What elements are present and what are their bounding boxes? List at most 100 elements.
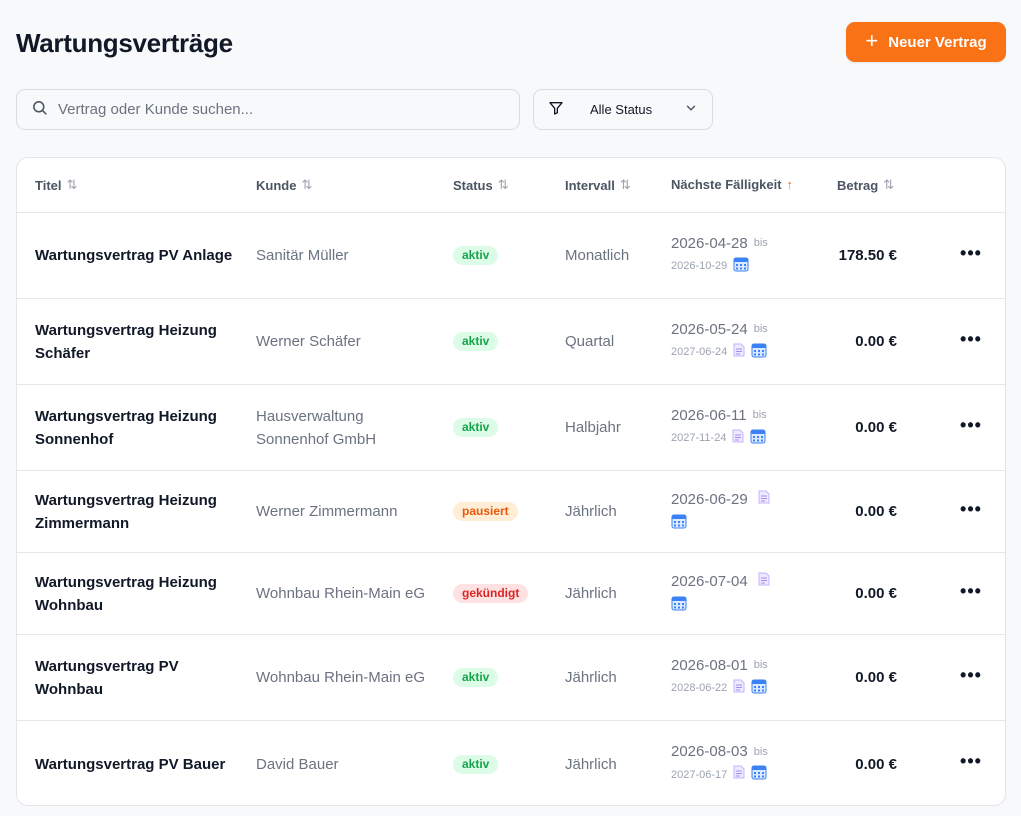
new-contract-label: Neuer Vertrag [888,33,987,51]
interval: Jährlich [565,669,617,686]
calendar-icon[interactable] [671,595,687,616]
more-options-icon[interactable]: ••• [960,242,982,263]
status-cell: aktiv [453,213,499,298]
calendar-icon[interactable] [751,678,767,699]
column-label: Nächste Fälligkeit [671,177,782,192]
status-badge: gekündigt [453,584,529,603]
customer-name: Sanitär Müller [256,247,349,264]
sort-icon: ⇅ [619,177,631,192]
column-label: Betrag [837,177,879,193]
document-icon[interactable] [732,429,744,448]
amount: 178.50 € [838,247,897,264]
document-icon[interactable] [758,490,770,509]
bis-label: bis [753,237,768,249]
table-row[interactable]: Wartungsvertrag PV Anlage Sanitär Müller a… [17,213,1005,299]
status-cell: pausiert [453,471,518,552]
column-header-intervall[interactable]: Intervall ⇅ [565,177,631,193]
next-due-cell: 2026-07-04 [671,553,821,634]
more-options-icon[interactable]: ••• [960,414,982,435]
interval: Jährlich [565,503,617,520]
status-cell: gekündigt [453,553,529,634]
next-due-cell: 2026-08-03 bis 2027-06-17 [671,721,821,805]
plus-icon: + [865,28,879,53]
amount: 0.00 € [855,669,897,686]
contract-title[interactable]: Wartungsvertrag Heizung Zimmermann [35,491,217,532]
status-cell: aktiv [453,299,499,384]
contract-title[interactable]: Wartungsvertrag PV Bauer [35,755,226,773]
chevron-down-icon [684,101,698,118]
table-header: Titel ⇅ Kunde ⇅ Status ⇅ Intervall ⇅ Näc… [17,158,1005,213]
status-badge: aktiv [453,668,499,687]
search-input[interactable] [58,101,519,118]
row-actions-cell: ••• [957,385,985,470]
more-options-icon[interactable]: ••• [960,498,982,519]
filter-icon [548,100,564,119]
status-filter-select[interactable]: Alle Status [533,89,713,130]
table-row[interactable]: Wartungsvertrag PV Bauer David Bauer aktiv… [17,721,1005,805]
document-icon[interactable] [733,343,745,362]
contract-title[interactable]: Wartungsvertrag Heizung Wohnbau [35,573,217,614]
amount: 0.00 € [855,755,897,773]
calendar-icon[interactable] [751,764,767,785]
status-cell: aktiv [453,721,499,805]
status-badge: aktiv [453,418,499,437]
sort-icon: ⇅ [66,177,78,192]
table-row[interactable]: Wartungsvertrag Heizung Wohnbau Wohnbau R… [17,553,1005,635]
column-header-faelligkeit[interactable]: Nächste Fälligkeit ↑ [671,177,793,192]
page-title: Wartungsverträge [16,28,233,58]
column-header-kunde[interactable]: Kunde ⇅ [256,177,312,193]
row-actions-cell: ••• [957,299,985,384]
due-date: 2026-06-29 [671,490,748,508]
bis-label: bis [753,659,768,671]
next-due-cell: 2026-06-29 [671,471,821,552]
table-row[interactable]: Wartungsvertrag PV Wohnbau Wohnbau Rhein-… [17,635,1005,721]
status-cell: aktiv [453,385,499,470]
row-actions-cell: ••• [957,721,985,805]
table-row[interactable]: Wartungsvertrag Heizung Sonnenhof Hausver… [17,385,1005,471]
customer-name: Hausverwaltung Sonnenhof GmbH [256,407,377,448]
document-icon[interactable] [733,679,745,698]
table-row[interactable]: Wartungsvertrag Heizung Schäfer Werner Sc… [17,299,1005,385]
interval: Halbjahr [565,419,621,436]
status-badge: aktiv [453,754,499,774]
calendar-icon[interactable] [750,428,766,449]
sort-icon: ⇅ [883,177,895,192]
bis-label: bis [753,745,768,758]
end-date: 2027-06-17 [671,768,728,781]
more-options-icon[interactable]: ••• [960,580,982,601]
sort-icon: ⇅ [497,177,509,192]
status-badge: aktiv [453,246,499,265]
due-date: 2026-07-04 [671,572,748,590]
more-options-icon[interactable]: ••• [960,328,982,349]
due-date: 2026-05-24 [671,320,748,338]
next-due-cell: 2026-04-28 bis 2026-10-29 [671,213,821,298]
new-contract-button[interactable]: + Neuer Vertrag [846,22,1006,62]
amount: 0.00 € [855,419,897,436]
calendar-icon[interactable] [671,513,687,534]
calendar-icon[interactable] [751,342,767,363]
row-actions-cell: ••• [957,553,985,634]
end-date: 2028-06-22 [671,682,728,694]
column-label: Titel [35,177,62,193]
column-header-betrag[interactable]: Betrag ⇅ [837,177,894,193]
table-row[interactable]: Wartungsvertrag Heizung Zimmermann Werner… [17,471,1005,553]
column-header-status[interactable]: Status ⇅ [453,177,509,193]
row-actions-cell: ••• [957,471,985,552]
due-date: 2026-08-03 [671,743,748,760]
contract-title[interactable]: Wartungsvertrag Heizung Schäfer [35,321,217,362]
contract-title[interactable]: Wartungsvertrag Heizung Sonnenhof [35,407,217,448]
document-icon[interactable] [733,765,745,784]
next-due-cell: 2026-08-01 bis 2028-06-22 [671,635,821,720]
column-header-titel[interactable]: Titel ⇅ [35,177,77,193]
bis-label: bis [752,409,767,421]
end-date: 2026-10-29 [671,260,728,272]
due-date: 2026-08-01 [671,656,748,674]
document-icon[interactable] [758,572,770,591]
column-label: Kunde [256,177,297,193]
calendar-icon[interactable] [733,256,749,277]
interval: Quartal [565,333,615,350]
more-options-icon[interactable]: ••• [960,664,982,685]
contract-title[interactable]: Wartungsvertrag PV Wohnbau [35,657,179,698]
more-options-icon[interactable]: ••• [960,751,982,771]
contract-title[interactable]: Wartungsvertrag PV Anlage [35,247,233,264]
